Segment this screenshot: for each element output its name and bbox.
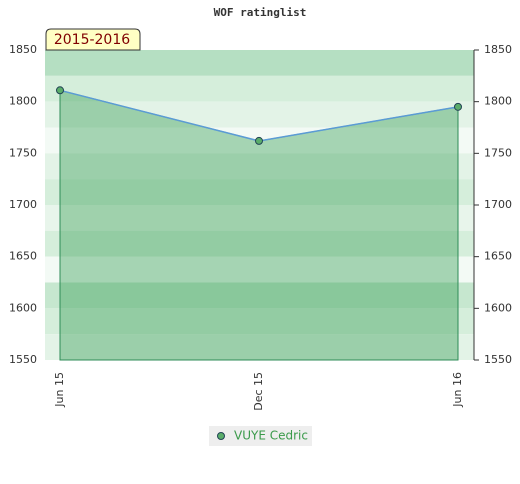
background-stripe [45, 75, 474, 102]
x-tick-label: Dec 15 [252, 372, 265, 411]
y-tick-label: 1650 [9, 250, 37, 263]
background-stripe [45, 282, 474, 309]
x-tick-label: Jun 15 [53, 372, 66, 408]
y2-tick-label: 1700 [484, 198, 512, 211]
point [454, 102, 462, 111]
y2-tick-label: 1600 [484, 301, 512, 314]
background-stripe [45, 334, 474, 360]
season-box [45, 28, 141, 51]
background-stripe [45, 205, 474, 231]
y-tick-label: 1750 [9, 146, 37, 159]
background-stripe [45, 308, 474, 335]
background-stripe [45, 256, 474, 283]
y2-tick-label: 1850 [484, 43, 512, 56]
y-tick-label: 1550 [9, 353, 37, 366]
y2-tick-label: 1750 [484, 146, 512, 159]
background-stripe [45, 230, 474, 257]
y2-tick-label: 1550 [484, 353, 512, 366]
plot-area [45, 50, 474, 360]
x-tick-label: Jun 16 [451, 372, 464, 408]
y2-tick-label: 1650 [484, 250, 512, 263]
season-label: 2015-2016 [54, 32, 130, 48]
point [56, 86, 64, 95]
background-stripe [45, 50, 474, 76]
background-stripe [45, 153, 474, 180]
y2-tick-label: 1800 [484, 95, 512, 108]
y-tick-label: 1700 [9, 198, 37, 211]
y-tick-label: 1600 [9, 301, 37, 314]
legend-box [209, 426, 312, 446]
chart-title: WOF ratinglist [214, 6, 307, 19]
y-tick-label: 1850 [9, 43, 37, 56]
legend-marker [217, 432, 225, 440]
point [255, 136, 263, 145]
y-tick-label: 1800 [9, 95, 37, 108]
background-stripe [45, 101, 474, 128]
legend-label: VUYE Cedric [234, 429, 308, 443]
background-stripe [45, 179, 474, 205]
